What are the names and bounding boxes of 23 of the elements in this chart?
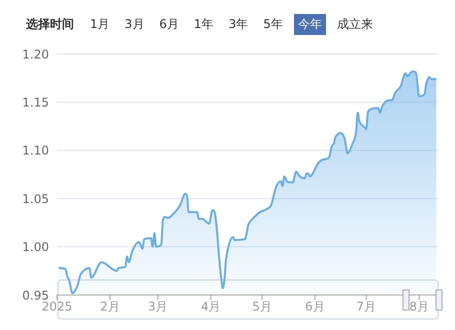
y-tick-label: 1.15 <box>22 95 49 110</box>
x-tick-label: 5月 <box>252 300 272 314</box>
x-tick-label: 2月 <box>100 300 120 314</box>
text: 3月 <box>124 16 146 33</box>
x-tick-label: 6月 <box>305 300 325 314</box>
text: 1年 <box>192 16 215 33</box>
text: 1月 <box>89 16 111 33</box>
y-tick-label: 1.00 <box>22 240 49 254</box>
x-tick-label: 7月 <box>356 300 376 314</box>
text: 5年 <box>262 16 284 33</box>
text: 3年 <box>228 16 250 33</box>
y-tick-label: 0.95 <box>22 288 49 302</box>
x-tick-label: 4月 <box>200 300 221 314</box>
y-tick-label: 1.10 <box>22 144 49 158</box>
text: 成立来 <box>336 16 374 33</box>
y-tick-label: 1.05 <box>22 192 49 206</box>
text: 选择时间 <box>25 16 75 33</box>
x-tick-label: 8月 <box>409 300 430 314</box>
x-tick-label: 3月 <box>148 300 168 314</box>
text: 今年 <box>294 14 326 35</box>
x-tick-label: 2025 <box>42 300 72 314</box>
text: 6月 <box>158 16 180 33</box>
y-tick-label: 1.20 <box>22 47 49 62</box>
